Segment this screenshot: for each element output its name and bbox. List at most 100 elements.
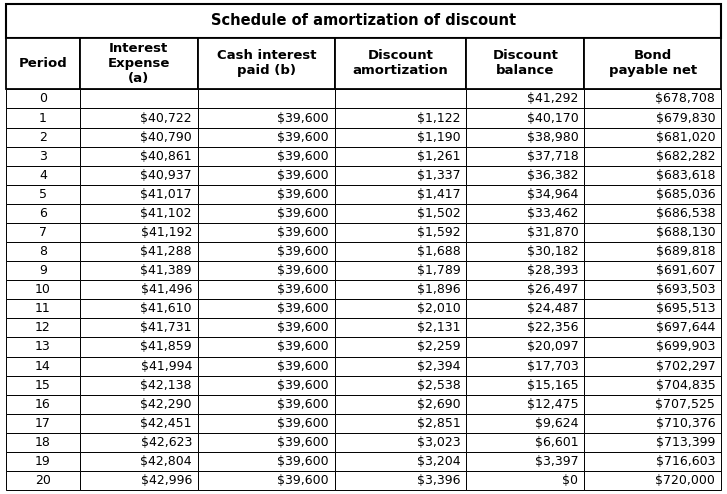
Text: $702,297: $702,297 (656, 360, 715, 372)
Text: $1,502: $1,502 (417, 207, 460, 220)
Text: $39,600: $39,600 (278, 302, 329, 315)
Bar (585, 318, 721, 337)
Text: $2,538: $2,538 (417, 378, 460, 392)
Text: $39,600: $39,600 (278, 378, 329, 392)
Bar (585, 223, 721, 242)
Text: $685,036: $685,036 (656, 188, 715, 201)
Bar (335, 223, 466, 242)
Bar (198, 357, 335, 375)
Text: $39,600: $39,600 (278, 340, 329, 354)
Bar (466, 357, 585, 375)
Text: $39,600: $39,600 (278, 398, 329, 411)
Bar (466, 395, 585, 414)
Bar (198, 204, 335, 223)
Bar (466, 433, 585, 452)
Text: $40,790: $40,790 (140, 130, 192, 144)
Text: $30,182: $30,182 (527, 245, 579, 258)
Text: $695,513: $695,513 (656, 302, 715, 315)
Bar (80, 147, 198, 165)
Bar (198, 452, 335, 471)
Text: $39,600: $39,600 (278, 436, 329, 449)
Text: Interest
Expense
(a): Interest Expense (a) (108, 42, 170, 85)
Text: $41,389: $41,389 (140, 264, 192, 277)
Bar (466, 204, 585, 223)
Bar (6, 127, 80, 147)
Bar (6, 4, 721, 38)
Bar (466, 414, 585, 433)
Text: $686,538: $686,538 (656, 207, 715, 220)
Bar (466, 109, 585, 127)
Bar (198, 261, 335, 280)
Bar (585, 395, 721, 414)
Bar (80, 357, 198, 375)
Bar (466, 165, 585, 185)
Bar (466, 147, 585, 165)
Text: $40,861: $40,861 (140, 150, 192, 163)
Text: 10: 10 (35, 283, 51, 296)
Text: $22,356: $22,356 (527, 322, 579, 334)
Bar (585, 375, 721, 395)
Text: $17,703: $17,703 (526, 360, 579, 372)
Text: 11: 11 (35, 302, 51, 315)
Text: $704,835: $704,835 (656, 378, 715, 392)
Bar (335, 452, 466, 471)
Bar (585, 109, 721, 127)
Bar (80, 204, 198, 223)
Text: $3,204: $3,204 (417, 455, 460, 468)
Bar (80, 337, 198, 357)
Text: $24,487: $24,487 (527, 302, 579, 315)
Bar (6, 147, 80, 165)
Text: 19: 19 (35, 455, 51, 468)
Bar (585, 204, 721, 223)
Bar (80, 185, 198, 204)
Bar (335, 109, 466, 127)
Text: $2,851: $2,851 (417, 417, 460, 430)
Text: 1: 1 (39, 112, 47, 124)
Text: 5: 5 (39, 188, 47, 201)
Bar (198, 318, 335, 337)
Bar (80, 242, 198, 261)
Bar (6, 242, 80, 261)
Text: $697,644: $697,644 (656, 322, 715, 334)
Text: $34,964: $34,964 (527, 188, 579, 201)
Bar (335, 261, 466, 280)
Text: $699,903: $699,903 (656, 340, 715, 354)
Bar (198, 109, 335, 127)
Text: 3: 3 (39, 150, 47, 163)
Text: $683,618: $683,618 (656, 169, 715, 182)
Text: $39,600: $39,600 (278, 169, 329, 182)
Text: $39,600: $39,600 (278, 207, 329, 220)
Text: Discount
amortization: Discount amortization (353, 49, 449, 78)
Bar (198, 337, 335, 357)
Bar (198, 242, 335, 261)
Bar (80, 89, 198, 109)
Bar (80, 471, 198, 490)
Bar (585, 414, 721, 433)
Text: $40,722: $40,722 (140, 112, 192, 124)
Bar (585, 337, 721, 357)
Text: $41,017: $41,017 (140, 188, 192, 201)
Text: $39,600: $39,600 (278, 264, 329, 277)
Text: Cash interest
paid (b): Cash interest paid (b) (217, 49, 316, 78)
Bar (466, 375, 585, 395)
Text: $6,601: $6,601 (535, 436, 579, 449)
Text: $707,525: $707,525 (656, 398, 715, 411)
Text: $689,818: $689,818 (656, 245, 715, 258)
Bar (6, 471, 80, 490)
Bar (466, 452, 585, 471)
Bar (585, 242, 721, 261)
Bar (585, 147, 721, 165)
Bar (585, 38, 721, 89)
Text: $3,397: $3,397 (535, 455, 579, 468)
Text: $681,020: $681,020 (656, 130, 715, 144)
Bar (466, 127, 585, 147)
Text: Period: Period (18, 57, 67, 70)
Text: 15: 15 (35, 378, 51, 392)
Bar (6, 375, 80, 395)
Bar (335, 147, 466, 165)
Bar (335, 185, 466, 204)
Text: $39,600: $39,600 (278, 322, 329, 334)
Text: $39,600: $39,600 (278, 455, 329, 468)
Bar (198, 223, 335, 242)
Bar (585, 89, 721, 109)
